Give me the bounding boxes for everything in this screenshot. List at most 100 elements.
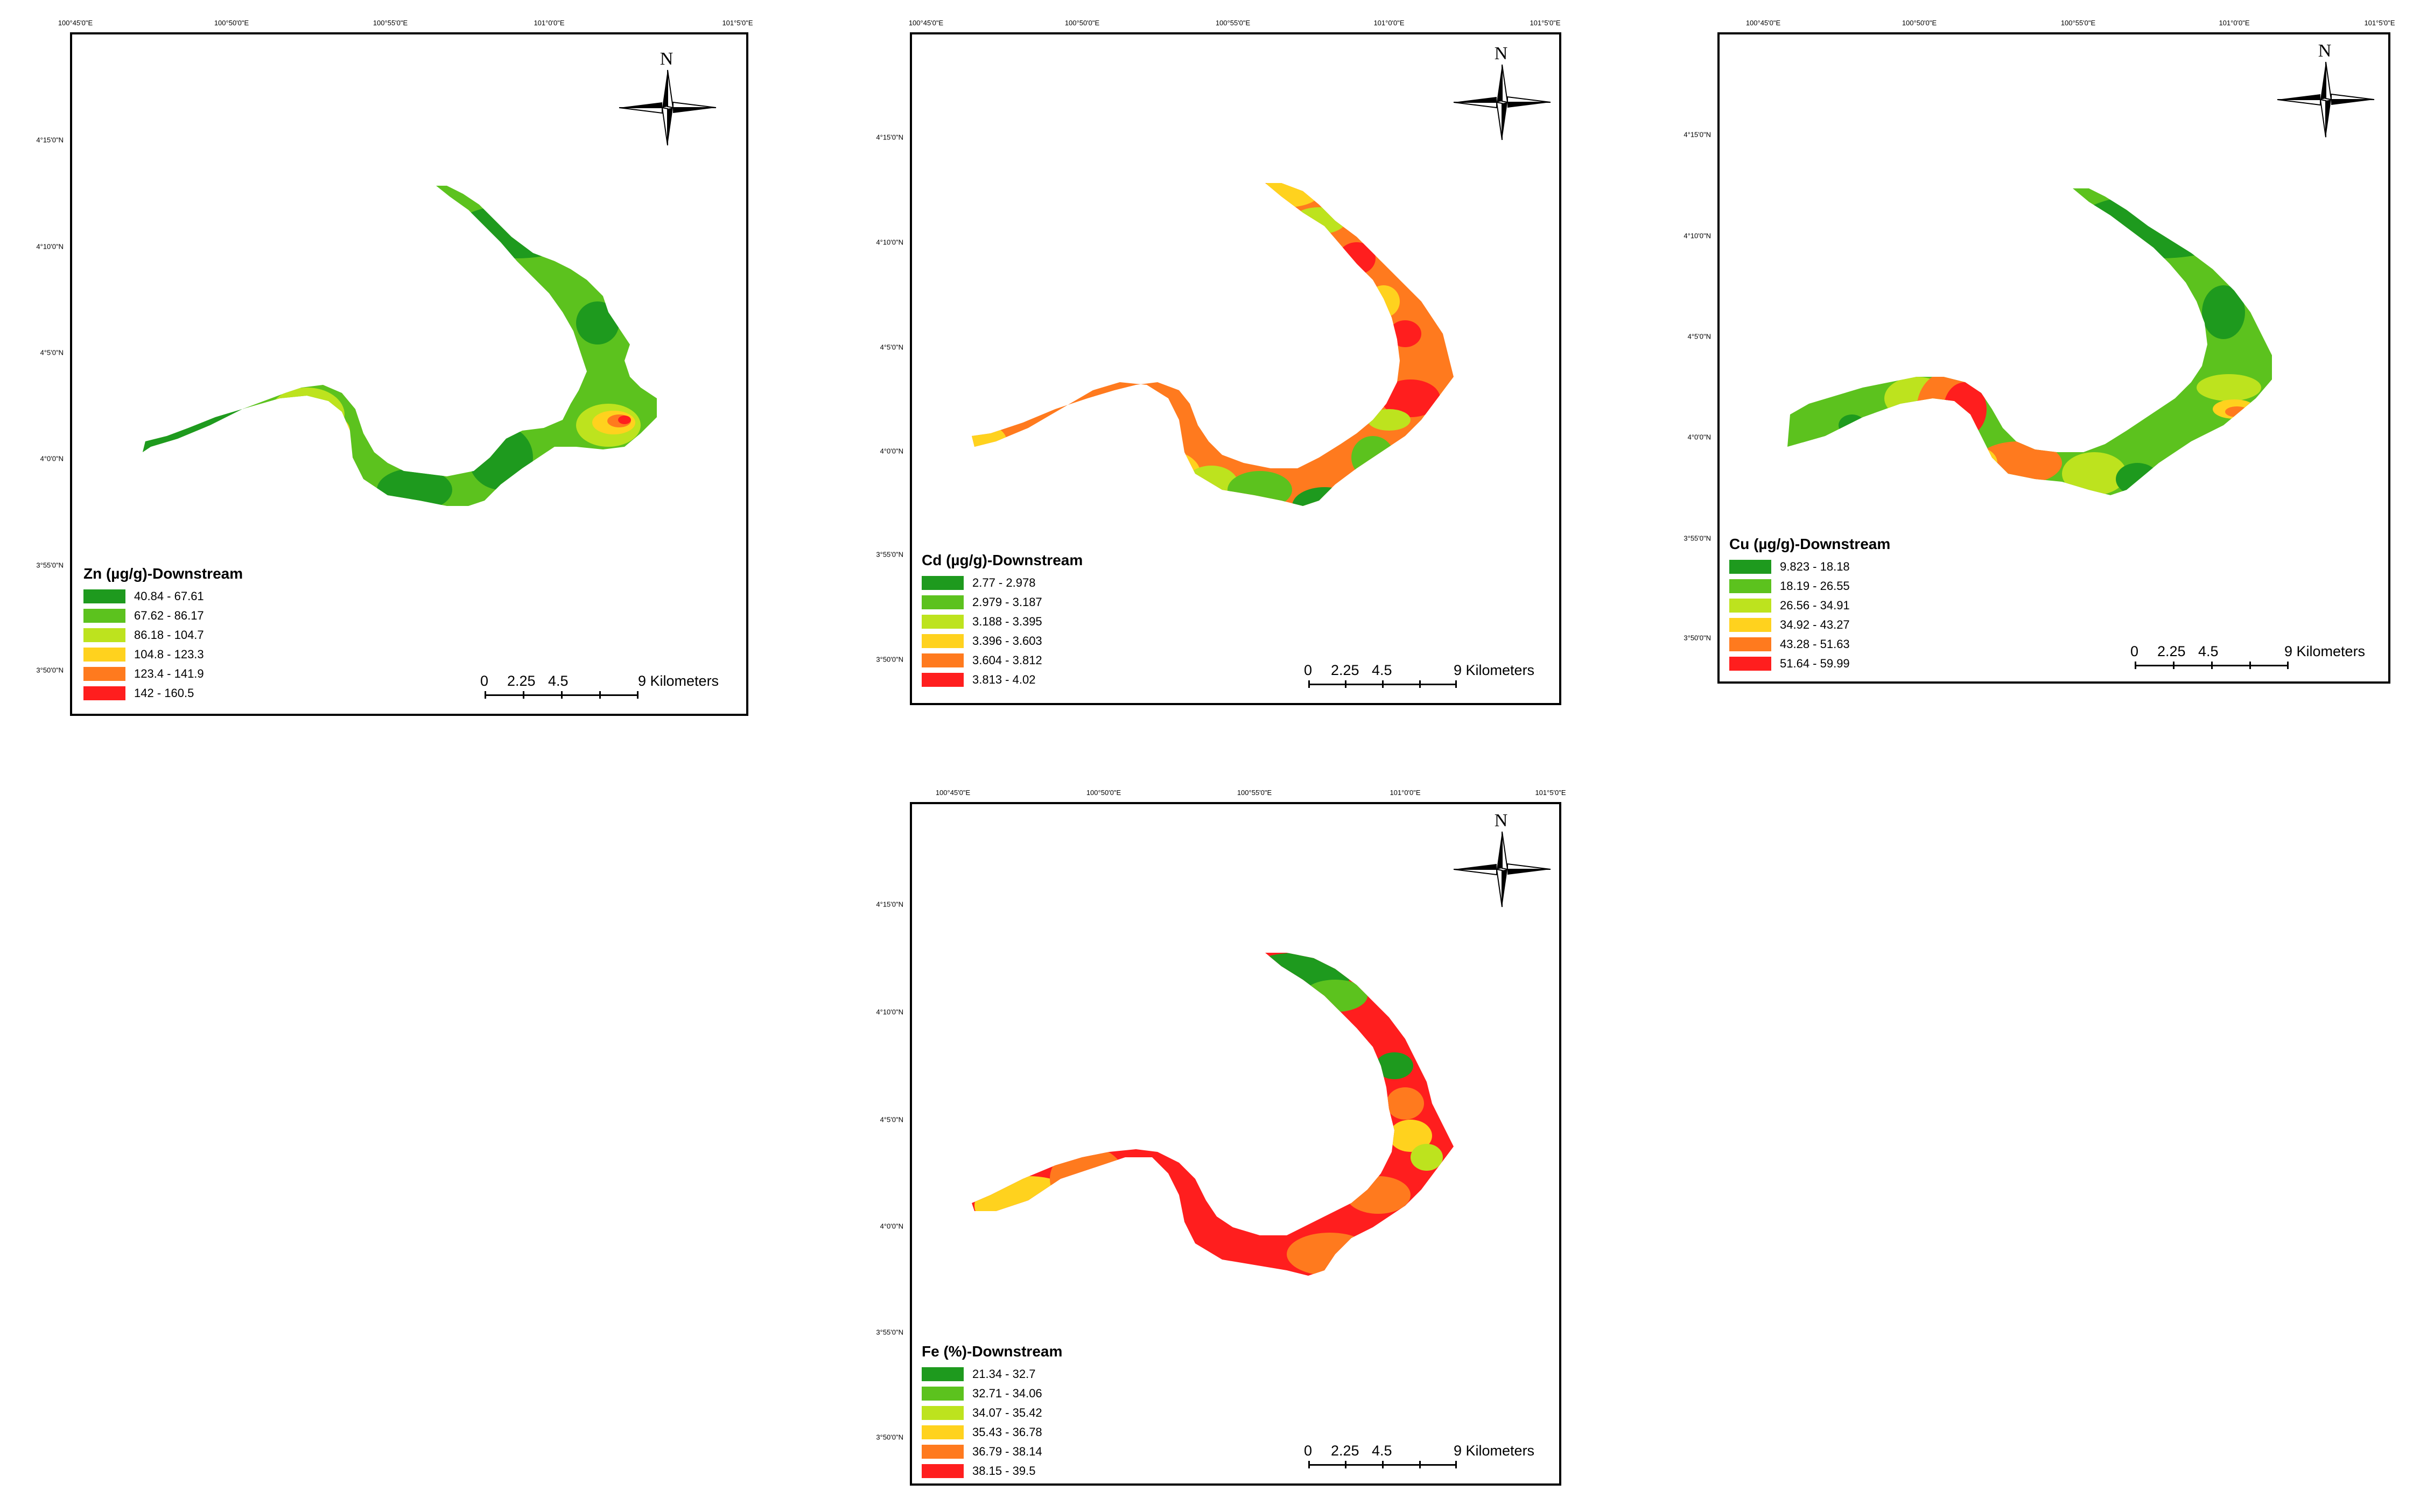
legend-row: 32.71 - 34.06	[922, 1384, 1062, 1403]
legend-swatch	[83, 609, 125, 623]
lat-label: 4°5'0"N	[880, 343, 903, 351]
compass-letter: N	[2318, 41, 2332, 61]
legend-label: 86.18 - 104.7	[134, 628, 204, 642]
legend-row: 21.34 - 32.7	[922, 1365, 1062, 1384]
legend-row: 9.823 - 18.18	[1729, 557, 1890, 576]
legend-swatch	[922, 1387, 964, 1401]
scale-tick	[1419, 680, 1421, 688]
legend-title: Fe (%)-Downstream	[922, 1343, 1063, 1360]
legend-title: Zn (µg/g)-Downstream	[83, 565, 243, 582]
map-panel-fe: 100°45'0"E 100°50'0"E 100°55'0"E 101°0'0…	[876, 789, 1594, 1496]
legend-swatch	[1729, 579, 1771, 593]
scale-tick	[1455, 680, 1457, 688]
map-frame	[910, 802, 1561, 1486]
lat-label: 4°0'0"N	[1687, 433, 1711, 441]
legend-row: 34.92 - 43.27	[1729, 615, 1890, 635]
legend-swatch	[922, 576, 964, 590]
river-map-cd	[972, 183, 1454, 506]
legend-swatch	[922, 1425, 964, 1439]
lon-label: 100°45'0"E	[935, 789, 971, 797]
lat-label: 4°15'0"N	[876, 133, 903, 142]
legend-swatch	[1729, 637, 1771, 651]
legend-swatch	[1729, 618, 1771, 632]
lat-label: 4°10'0"N	[1684, 231, 1711, 240]
legend-label: 67.62 - 86.17	[134, 609, 204, 622]
lat-label: 4°0'0"N	[880, 447, 903, 455]
compass-letter: N	[1495, 44, 1508, 64]
lon-label: 101°5'0"E	[1535, 789, 1566, 797]
river-map-zn	[143, 186, 657, 506]
lon-label: 101°5'0"E	[2364, 19, 2395, 27]
legend-row: 86.18 - 104.7	[83, 625, 243, 645]
scale-tick	[1455, 1461, 1457, 1468]
legend-swatch	[1729, 599, 1771, 613]
lon-label: 100°50'0"E	[1902, 19, 1937, 27]
legend-swatch	[922, 653, 964, 667]
legend-zn: Zn (µg/g)-Downstream 40.84 - 67.61 67.62…	[83, 565, 243, 703]
legend-swatch	[83, 648, 125, 662]
lat-label: 4°10'0"N	[876, 1008, 903, 1016]
legend-row: 3.813 - 4.02	[922, 670, 1083, 690]
legend-label: 51.64 - 59.99	[1780, 657, 1850, 670]
lon-label: 100°50'0"E	[1086, 789, 1121, 797]
compass-letter: N	[1495, 811, 1508, 831]
legend-cd: Cd (µg/g)-Downstream 2.77 - 2.978 2.979 …	[922, 552, 1083, 690]
lon-label: 101°0'0"E	[2219, 19, 2250, 27]
scale-zero: 0	[480, 673, 489, 689]
legend-swatch	[922, 1367, 964, 1381]
legend-label: 38.15 - 39.5	[972, 1464, 1036, 1478]
scale-zero: 0	[1304, 662, 1313, 678]
legend-row: 67.62 - 86.17	[83, 606, 243, 625]
river-map-cu	[1787, 188, 2272, 495]
map-frame	[910, 32, 1561, 705]
lon-label: 101°5'0"E	[722, 19, 753, 27]
legend-label: 34.92 - 43.27	[1780, 618, 1850, 631]
legend-swatch	[83, 686, 125, 700]
lon-label: 100°55'0"E	[373, 19, 408, 27]
scale-tick	[637, 691, 639, 699]
lat-label: 4°15'0"N	[36, 136, 64, 144]
legend-row: 43.28 - 51.63	[1729, 635, 1890, 654]
legend-row: 2.979 - 3.187	[922, 593, 1083, 612]
lon-label: 100°45'0"E	[1745, 19, 1781, 27]
legend-swatch	[83, 628, 125, 642]
lat-label: 3°50'0"N	[876, 655, 903, 664]
scale-tick	[2287, 662, 2289, 669]
map-frame	[1717, 32, 2390, 684]
legend-label: 36.79 - 38.14	[972, 1445, 1042, 1458]
legend-label: 18.19 - 26.55	[1780, 579, 1850, 593]
legend-row: 3.396 - 3.603	[922, 631, 1083, 651]
lat-label: 3°50'0"N	[36, 666, 64, 674]
legend-swatch	[922, 1464, 964, 1478]
lon-label: 101°0'0"E	[1373, 19, 1405, 27]
scale-tick	[523, 691, 524, 699]
north-arrow-icon: N	[2277, 41, 2375, 138]
scale-tick	[1382, 1461, 1384, 1468]
scale-last: 9 Kilometers	[1454, 1443, 1535, 1459]
scale-first: 2.25	[507, 673, 536, 689]
legend-row: 36.79 - 38.14	[922, 1442, 1062, 1461]
scale-zero: 0	[2130, 643, 2139, 659]
legend-swatch	[922, 1445, 964, 1459]
scale-tick	[2249, 662, 2251, 669]
scale-tick	[599, 691, 601, 699]
scale-second: 4.5	[1372, 662, 1392, 678]
scale-tick	[485, 691, 486, 699]
legend-row: 40.84 - 67.61	[83, 587, 243, 606]
lat-label: 3°55'0"N	[876, 1328, 903, 1337]
legend-label: 142 - 160.5	[134, 686, 194, 700]
map-panel-zn: 100°45'0"E 100°50'0"E 100°55'0"E 101°0'0…	[36, 19, 754, 721]
scale-bar: 0 2.25 4.5 9 Kilometers	[1304, 662, 1561, 694]
legend-row: 51.64 - 59.99	[1729, 654, 1890, 673]
scale-tick	[1345, 680, 1346, 688]
river-map-fe	[972, 953, 1454, 1276]
legend-label: 2.77 - 2.978	[972, 576, 1036, 589]
scale-bar: 0 2.25 4.5 9 Kilometers	[2130, 643, 2388, 676]
scale-first: 2.25	[1331, 1443, 1359, 1459]
legend-title: Cd (µg/g)-Downstream	[922, 552, 1083, 568]
legend-row: 3.604 - 3.812	[922, 651, 1083, 670]
scale-tick	[1308, 680, 1310, 688]
scale-tick	[1308, 1461, 1310, 1468]
scale-tick	[1419, 1461, 1421, 1468]
legend-label: 34.07 - 35.42	[972, 1406, 1042, 1419]
